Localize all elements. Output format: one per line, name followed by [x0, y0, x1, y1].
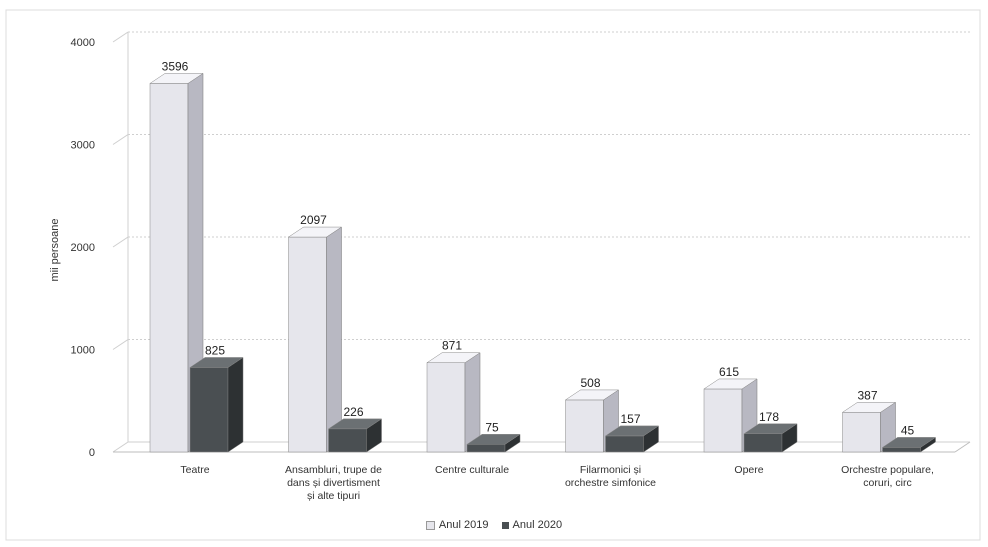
- grid-side-line: [112, 441, 129, 453]
- y-tick-label: 3000: [71, 140, 95, 152]
- data-label-2019-4: 615: [719, 365, 739, 379]
- legend-label-2020: Anul 2020: [512, 519, 563, 531]
- legend-item-2020: Anul 2020: [501, 519, 563, 531]
- grid-side-line: [112, 31, 129, 43]
- chart-border: [5, 9, 981, 541]
- bar-2020-0-top: [189, 357, 244, 368]
- bar-2019-3-top: [564, 389, 620, 401]
- bar-2020-0-front: [189, 367, 229, 453]
- x-tick-label: Orchestre populare,: [841, 464, 934, 476]
- bar-2020-5-top: [881, 437, 937, 448]
- grid-side-line: [112, 236, 129, 248]
- bar-2020-5-front: [882, 447, 921, 453]
- bar-2020-1-front: [328, 428, 367, 453]
- bar-2019-1-side: [326, 226, 342, 453]
- data-label-2020-2: 75: [485, 420, 499, 434]
- x-tick-label: dans și divertisment: [287, 477, 380, 489]
- y-tick-label: 4000: [71, 37, 95, 49]
- bar-2019-2-front: [426, 362, 466, 453]
- legend-item-2019: Anul 2019: [425, 519, 489, 531]
- bar-2020-2-front: [466, 444, 506, 453]
- bar-2019-5-top: [841, 402, 897, 413]
- data-label-2020-3: 157: [620, 412, 640, 426]
- grid-side-line: [112, 134, 129, 145]
- data-label-2020-4: 178: [759, 410, 779, 424]
- legend-swatch-2020: [501, 521, 509, 529]
- bar-2019-4-front: [703, 388, 743, 453]
- bar-2020-2-top: [466, 434, 521, 445]
- y-tick-label: 0: [89, 447, 95, 459]
- bar-2019-2-top: [426, 352, 481, 363]
- bar-2020-3-top: [604, 425, 660, 437]
- bar-2020-4-top: [743, 423, 798, 435]
- legend: Anul 2019 Anul 2020: [0, 519, 988, 531]
- legend-swatch-2019: [425, 520, 435, 530]
- bar-2020-3-front: [605, 435, 644, 453]
- bar-2020-1-top: [327, 418, 383, 430]
- bar-2019-1-top: [287, 226, 343, 238]
- data-label-2019-1: 2097: [300, 213, 327, 227]
- x-tick-label: și alte tipuri: [307, 490, 360, 502]
- y-tick-label: 2000: [71, 242, 95, 254]
- data-label-2019-0: 3596: [162, 59, 189, 73]
- bar-2019-4-top: [703, 378, 758, 390]
- bar-2020-4-front: [743, 433, 783, 453]
- bar-2019-1-front: [288, 236, 327, 453]
- x-tick-label: Ansambluri, trupe de: [285, 464, 382, 476]
- bar-2019-3-front: [565, 399, 604, 453]
- x-tick-label: coruri, circ: [863, 477, 911, 489]
- bar-2019-0-top: [149, 73, 204, 84]
- data-label-2020-1: 226: [343, 405, 363, 419]
- legend-label-2019: Anul 2019: [438, 519, 489, 531]
- x-axis-side: [954, 441, 971, 453]
- bar-2019-5-front: [842, 412, 881, 453]
- y-tick-label: 1000: [71, 345, 95, 357]
- data-label-2019-5: 387: [857, 388, 877, 402]
- grid-side-line: [112, 339, 129, 350]
- data-label-2020-0: 825: [205, 343, 225, 357]
- x-tick-label: Teatre: [180, 464, 209, 476]
- x-tick-label: orchestre simfonice: [565, 477, 656, 489]
- bar-2020-0-side: [227, 356, 244, 453]
- x-tick-label: Centre culturale: [435, 464, 509, 476]
- data-label-2019-2: 871: [442, 339, 462, 353]
- data-label-2020-5: 45: [901, 423, 915, 437]
- x-tick-label: Filarmonici și: [580, 464, 641, 476]
- x-tick-label: Opere: [734, 464, 763, 476]
- bar-2019-0-front: [149, 83, 189, 453]
- y-axis-label: mii persoane: [49, 219, 61, 282]
- data-label-2019-3: 508: [580, 376, 600, 390]
